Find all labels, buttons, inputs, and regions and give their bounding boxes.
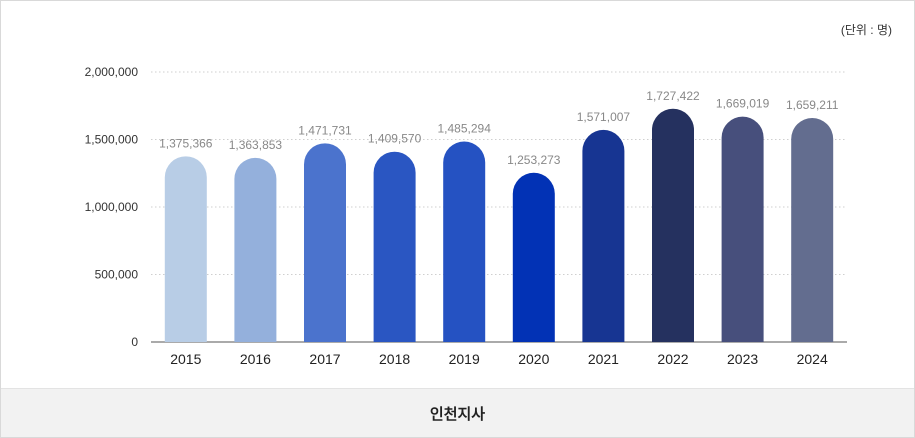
bar-2023 xyxy=(721,116,764,342)
bar-2022 xyxy=(652,108,694,342)
value-label-2024: 1,659,211 xyxy=(786,98,839,112)
y-tick-label: 500,000 xyxy=(95,268,139,282)
bar-2020 xyxy=(512,172,555,342)
x-tick-label-2017: 2017 xyxy=(309,351,340,367)
x-tick-label-2019: 2019 xyxy=(449,351,480,367)
value-label-2017: 1,471,731 xyxy=(298,123,352,137)
x-tick-label-2021: 2021 xyxy=(588,351,619,367)
bar-2016 xyxy=(234,157,277,342)
bar-2015 xyxy=(164,156,207,342)
x-tick-label-2015: 2015 xyxy=(170,351,201,367)
value-label-2015: 1,375,366 xyxy=(159,136,213,150)
x-tick-label-2024: 2024 xyxy=(797,351,828,367)
x-tick-label-2016: 2016 xyxy=(240,351,271,367)
value-label-2021: 1,571,007 xyxy=(577,110,631,124)
y-tick-label: 2,000,000 xyxy=(85,65,139,79)
value-label-2022: 1,727,422 xyxy=(646,89,700,103)
bar-2024 xyxy=(791,118,834,342)
x-tick-label-2018: 2018 xyxy=(379,351,410,367)
bar-2019 xyxy=(443,141,486,342)
bar-chart: 0 500,000 1,000,000 1,500,000 2,000,000 1,375… xyxy=(85,65,847,367)
value-label-2018: 1,409,570 xyxy=(368,132,422,146)
y-tick-label: 0 xyxy=(131,335,138,349)
footer-region-label: 인천지사 xyxy=(1,388,914,437)
x-tick-label-2020: 2020 xyxy=(518,351,549,367)
bar-2017 xyxy=(304,143,346,342)
x-tick-label-2022: 2022 xyxy=(657,351,688,367)
bar-2018 xyxy=(373,151,416,342)
value-label-2016: 1,363,853 xyxy=(229,138,283,152)
value-label-2020: 1,253,273 xyxy=(507,153,561,167)
y-tick-label: 1,000,000 xyxy=(85,200,139,214)
unit-label: (단위 : 명) xyxy=(840,23,892,37)
value-label-2019: 1,485,294 xyxy=(438,121,492,135)
x-tick-label-2023: 2023 xyxy=(727,351,758,367)
value-label-2023: 1,669,019 xyxy=(716,97,770,111)
y-tick-label: 1,500,000 xyxy=(85,133,139,147)
bar-2021 xyxy=(582,129,625,342)
